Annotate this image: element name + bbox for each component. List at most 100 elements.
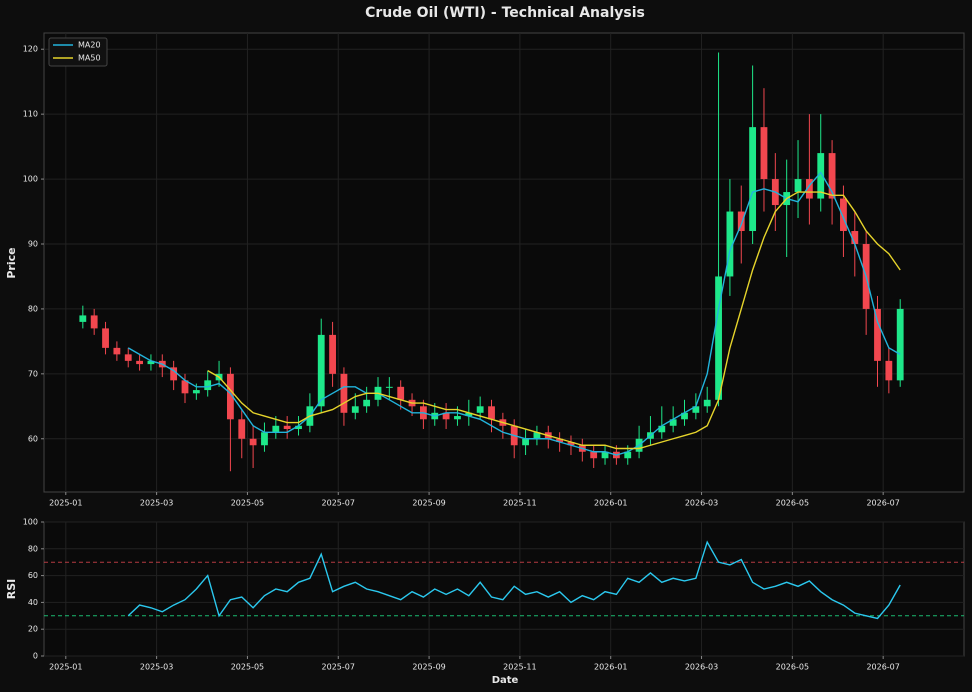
moving-average-line (127, 171, 901, 456)
candle-body (113, 347, 121, 355)
candle-body (454, 416, 461, 420)
candle-body (760, 127, 768, 180)
candle-body (238, 419, 246, 439)
candle-body (681, 412, 688, 420)
candle-body (192, 390, 200, 394)
candle-body (397, 386, 405, 400)
candle-body (363, 399, 371, 407)
candle-body (590, 451, 598, 459)
legend-label: MA20 (78, 41, 101, 50)
y-tick-label: 110 (23, 110, 38, 119)
candle-body (136, 360, 143, 365)
candle-body (737, 211, 745, 232)
candle-body (805, 179, 813, 199)
candle-body (170, 367, 178, 381)
x-tick-label: 2025-09 (412, 499, 445, 508)
y-tick-label: 120 (23, 45, 38, 54)
y-tick-label: 40 (28, 598, 38, 607)
x-tick-label: 2026-03 (685, 663, 718, 672)
x-tick-label: 2025-07 (322, 663, 355, 672)
candle-body (896, 308, 904, 381)
y-tick-label: 80 (28, 304, 38, 313)
x-tick-label: 2025-07 (322, 499, 355, 508)
candle-body (124, 354, 132, 361)
candle-body (442, 412, 450, 420)
rsi-line (127, 540, 901, 620)
y-tick-label: 20 (28, 625, 38, 634)
x-tick-label: 2025-05 (231, 663, 264, 672)
legend: MA20 MA50 (48, 37, 108, 67)
candle-body (295, 425, 302, 430)
x-tick-label: 2026-05 (776, 663, 809, 672)
candle-body (669, 419, 677, 426)
x-tick-label: 2026-07 (866, 663, 899, 672)
x-axis-label: Date (492, 675, 519, 686)
x-tick-label: 2026-01 (594, 499, 627, 508)
candle-body (317, 334, 325, 407)
candle-body (692, 406, 700, 413)
x-tick-label: 2025-11 (503, 663, 536, 672)
candle-body (828, 153, 836, 199)
candle-body (385, 386, 393, 388)
candle-body (817, 153, 825, 199)
x-tick-label: 2025-05 (231, 499, 264, 508)
candle-body (249, 438, 257, 446)
candle-body (227, 373, 234, 420)
candle-body (79, 315, 87, 322)
y-tick-label: 100 (23, 518, 38, 527)
legend-label: MA50 (78, 54, 101, 63)
candle-body (715, 276, 722, 400)
candle-body (522, 438, 529, 446)
candle-body (488, 406, 495, 420)
candle-body (351, 406, 359, 413)
y-axis-label: RSI (5, 579, 18, 600)
candle-body (658, 425, 666, 433)
x-tick-label: 2025-01 (49, 663, 82, 672)
candle-body (851, 231, 859, 244)
y-axis-label: Price (5, 247, 18, 278)
candle-body (556, 438, 564, 443)
y-tick-label: 80 (28, 544, 38, 553)
plot-area (43, 521, 965, 657)
x-tick-label: 2025-09 (412, 663, 445, 672)
x-tick-label: 2026-07 (866, 499, 899, 508)
candle-body (703, 399, 711, 407)
x-tick-label: 2025-11 (503, 499, 536, 508)
candle-body (147, 360, 155, 365)
candle-body (726, 211, 734, 277)
x-tick-label: 2026-03 (685, 499, 718, 508)
candle-body (476, 406, 484, 413)
candle-body (567, 442, 575, 446)
candle-body (329, 334, 336, 374)
candle-body (272, 425, 280, 433)
candle-body (533, 432, 541, 439)
candle-body (624, 451, 632, 459)
candle-body (102, 328, 109, 348)
candle-body (749, 127, 757, 232)
candle-body (840, 198, 847, 232)
plot-area (43, 32, 965, 493)
y-tick-label: 70 (28, 369, 38, 378)
candle-body (90, 315, 98, 329)
candle-body (283, 425, 291, 430)
x-tick-label: 2026-05 (776, 499, 809, 508)
candle-body (340, 373, 348, 413)
y-tick-label: 90 (28, 239, 38, 248)
candle-body (601, 451, 609, 459)
chart-title: Crude Oil (WTI) - Technical Analysis (365, 5, 645, 21)
y-tick-label: 0 (33, 652, 38, 661)
x-tick-label: 2025-01 (49, 499, 82, 508)
candle-body (874, 308, 881, 361)
y-tick-label: 60 (28, 434, 38, 443)
x-tick-label: 2025-03 (140, 663, 173, 672)
y-tick-label: 60 (28, 571, 38, 580)
candle-body (465, 412, 473, 417)
candle-body (794, 179, 802, 193)
candle-body (181, 380, 189, 394)
candle-body (261, 432, 268, 446)
candle-body (204, 380, 212, 391)
candle-body (885, 360, 893, 381)
x-tick-label: 2026-01 (594, 663, 627, 672)
